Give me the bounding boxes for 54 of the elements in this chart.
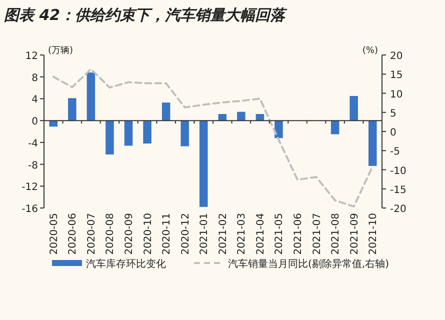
y2-tick-label: 10: [390, 89, 403, 100]
y2-tick-label: 20: [390, 51, 403, 62]
bar: [330, 120, 340, 134]
bar: [350, 96, 358, 121]
x-tick-label: 2020-11: [162, 213, 173, 255]
y2-tick-label: -5: [390, 146, 400, 158]
y-tick-label: 8: [32, 72, 38, 84]
bar: [180, 120, 189, 146]
y2-axis-title: (%): [362, 46, 378, 56]
x-tick-label: 2021-07: [312, 213, 323, 255]
y-tick-label: -16: [22, 204, 38, 215]
x-tick-label: 2021-06: [293, 213, 304, 255]
x-tick-label: 2020-07: [86, 213, 98, 255]
y2-tick-label: 15: [390, 70, 403, 82]
y2-tick-label: -10: [390, 166, 406, 177]
bar: [199, 120, 208, 207]
chart-title: 图表 42：供给约束下，汽车销量大幅回落: [4, 6, 288, 24]
x-tick-label: 2021-08: [330, 213, 342, 255]
bar: [237, 112, 246, 121]
x-tick-label: 2021-01: [199, 213, 210, 255]
x-tick-label: 2021-04: [255, 213, 266, 255]
bar: [86, 72, 96, 121]
y-axis-title: (万辆): [48, 45, 74, 56]
legend-label: 汽车库存环比变化: [86, 258, 166, 270]
line-series: [52, 68, 374, 208]
y2-tick-label: 0: [390, 128, 396, 138]
bar: [162, 102, 170, 121]
x-tick-label: 2020-06: [68, 213, 79, 255]
bar: [68, 98, 76, 121]
y-tick-label: 12: [25, 51, 38, 62]
y2-tick-label: -20: [390, 204, 406, 215]
y2-tick-label: 5: [390, 108, 396, 120]
x-tick-label: 2021-09: [349, 213, 360, 255]
legend-label: 汽车销量当月同比(剔除异常值,右轴): [228, 258, 390, 270]
x-tick-label: 2021-02: [218, 213, 229, 255]
x-tick-label: 2021-03: [236, 213, 248, 255]
bar: [274, 120, 283, 138]
y-tick-label: -4: [28, 138, 38, 150]
x-tick-label: 2020-12: [180, 213, 192, 255]
bar: [143, 120, 152, 144]
bar: [106, 120, 114, 154]
x-tick-label: 2021-05: [274, 213, 286, 255]
y-tick-label: -12: [22, 182, 38, 194]
bar: [368, 120, 377, 166]
x-tick-label: 2021-10: [368, 213, 380, 255]
x-tick-label: 2020-09: [124, 213, 135, 255]
bar: [124, 120, 133, 146]
x-tick-label: 2020-08: [105, 213, 116, 255]
y2-tick-label: -15: [390, 184, 406, 196]
y-tick-label: 4: [32, 94, 38, 106]
x-tick-label: 2020-10: [142, 213, 154, 255]
x-tick-label: 2020-05: [48, 213, 60, 255]
y-tick-label: 0: [32, 116, 38, 128]
y-tick-label: -8: [28, 160, 38, 172]
